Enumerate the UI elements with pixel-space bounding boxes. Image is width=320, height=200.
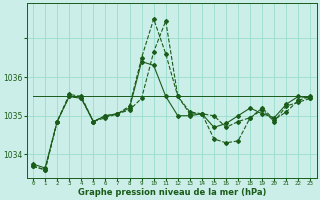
X-axis label: Graphe pression niveau de la mer (hPa): Graphe pression niveau de la mer (hPa) (77, 188, 266, 197)
